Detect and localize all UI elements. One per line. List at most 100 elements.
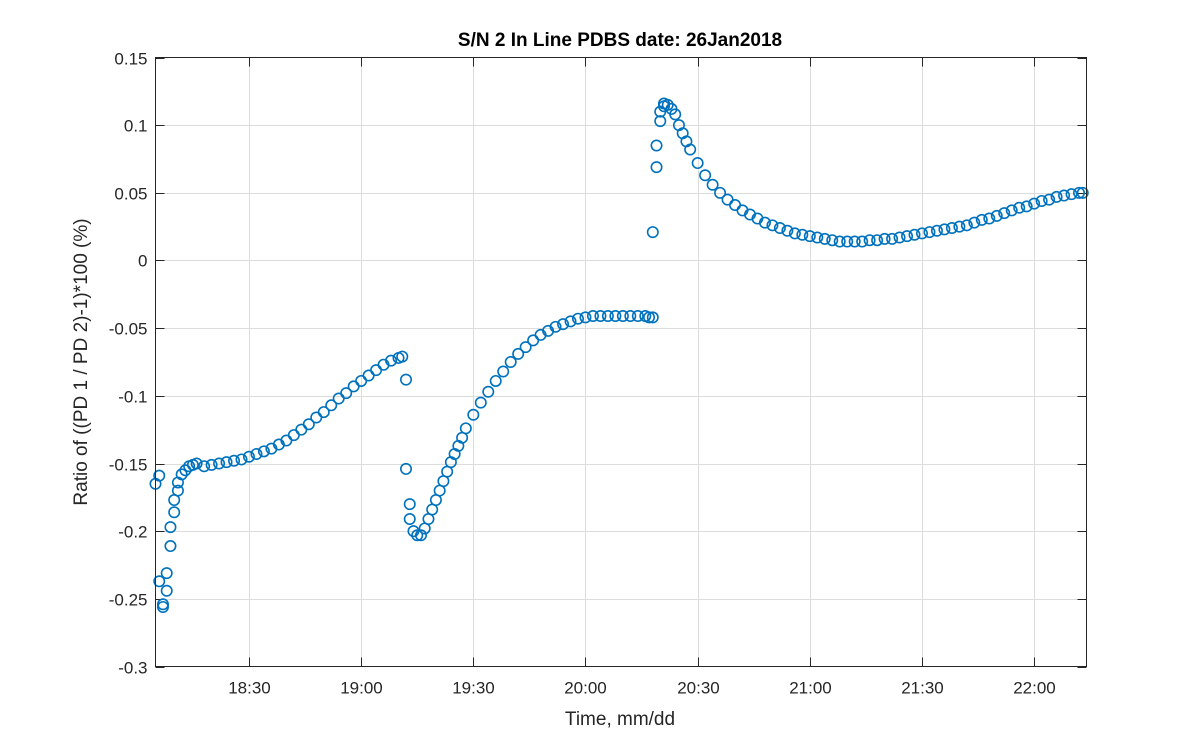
- data-point: [474, 396, 487, 409]
- data-point: [295, 423, 308, 436]
- data-point: [1076, 186, 1089, 199]
- data-point: [579, 311, 592, 324]
- data-point: [856, 235, 869, 248]
- data-point: [153, 575, 166, 588]
- x-axis-label: Time, mm/dd: [565, 709, 675, 730]
- y-tick-label: 0.15: [114, 50, 147, 69]
- data-point: [340, 387, 353, 400]
- data-point: [975, 213, 988, 226]
- data-point: [758, 216, 771, 229]
- data-point: [400, 462, 413, 475]
- data-point: [841, 235, 854, 248]
- data-point: [953, 220, 966, 233]
- data-point: [400, 373, 413, 386]
- x-tick-label: 22:00: [1013, 679, 1056, 698]
- data-point: [990, 209, 1003, 222]
- data-point: [699, 169, 712, 182]
- data-point: [403, 498, 416, 511]
- data-point: [938, 223, 951, 236]
- data-point: [317, 406, 330, 419]
- data-point: [160, 584, 173, 597]
- data-point: [643, 311, 656, 324]
- data-point: [631, 309, 644, 322]
- data-point: [654, 115, 667, 128]
- data-point: [396, 350, 409, 363]
- x-tick-label: 18:30: [228, 679, 271, 698]
- chart-title: S/N 2 In Line PDBS date: 26Jan2018: [458, 30, 782, 51]
- y-tick-label: 0.1: [124, 117, 148, 136]
- data-point: [164, 521, 177, 534]
- data-point: [1013, 201, 1026, 214]
- data-point: [205, 458, 218, 471]
- data-point: [998, 207, 1011, 220]
- data-point: [915, 227, 928, 240]
- data-point: [156, 600, 169, 613]
- x-tick-label: 21:30: [901, 679, 944, 698]
- data-point: [459, 422, 472, 435]
- data-point: [691, 157, 704, 170]
- data-point: [650, 139, 663, 152]
- y-tick-label: 0: [138, 252, 147, 271]
- data-point: [497, 365, 510, 378]
- data-point: [235, 453, 248, 466]
- data-point: [878, 232, 891, 245]
- data-point: [527, 334, 540, 347]
- data-point: [893, 231, 906, 244]
- data-point: [564, 315, 577, 328]
- data-point: [818, 232, 831, 245]
- data-point: [198, 460, 211, 473]
- data-point: [661, 98, 674, 111]
- data-point: [213, 457, 226, 470]
- data-point: [586, 309, 599, 322]
- data-point: [848, 235, 861, 248]
- data-point: [1020, 200, 1033, 213]
- axis-ticks: [155, 57, 1087, 668]
- data-point: [228, 454, 241, 467]
- data-point: [706, 178, 719, 191]
- data-point: [403, 512, 416, 525]
- data-point: [310, 411, 323, 424]
- data-point: [557, 318, 570, 331]
- y-tick-labels: 0.15 0.1 0.05 0 -0.05 -0.1 -0.15 -0.2 -0.25 -0.3: [109, 50, 148, 678]
- data-point: [773, 222, 786, 235]
- data-point: [624, 309, 637, 322]
- data-point: [1058, 189, 1071, 202]
- data-point: [901, 230, 914, 243]
- y-tick-label: -0.1: [118, 388, 147, 407]
- data-point: [886, 232, 899, 245]
- data-point: [863, 234, 876, 247]
- x-tick-label: 21:00: [789, 679, 832, 698]
- data-point: [325, 399, 338, 412]
- data-point: [1035, 194, 1048, 207]
- data-point: [1073, 186, 1086, 199]
- data-point: [572, 312, 585, 325]
- data-point: [669, 108, 682, 121]
- data-point: [504, 355, 517, 368]
- data-point: [646, 226, 659, 239]
- y-tick-label: -0.3: [118, 659, 147, 678]
- grid-lines: [155, 57, 1087, 667]
- data-point: [1028, 197, 1041, 210]
- y-tick-label: -0.25: [109, 591, 148, 610]
- x-tick-label: 20:30: [677, 679, 720, 698]
- data-point: [370, 364, 383, 377]
- data-point: [594, 309, 607, 322]
- data-point: [287, 429, 300, 442]
- data-point: [160, 567, 173, 580]
- data-point: [721, 193, 734, 206]
- data-points: [149, 97, 1089, 613]
- x-tick-labels: 18:30 19:00 19:30 20:00 20:30 21:00 21:30 22:00: [228, 679, 1056, 698]
- data-point: [220, 456, 233, 469]
- data-point: [164, 540, 177, 553]
- data-point: [153, 469, 166, 482]
- data-point: [609, 309, 622, 322]
- data-point: [175, 468, 188, 481]
- data-point: [1065, 188, 1078, 201]
- data-point: [960, 219, 973, 232]
- data-point: [482, 385, 495, 398]
- data-point: [489, 374, 502, 387]
- data-point: [362, 369, 375, 382]
- data-point: [930, 224, 943, 237]
- x-tick-label: 19:30: [452, 679, 495, 698]
